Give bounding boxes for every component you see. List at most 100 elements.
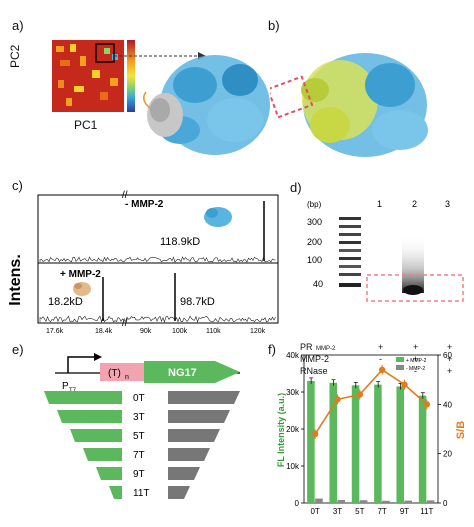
sb-point-5T bbox=[356, 391, 364, 398]
panel-label-c: c) bbox=[12, 178, 23, 193]
cell-lane1: - bbox=[379, 354, 382, 364]
protein-structure-a bbox=[143, 55, 270, 155]
panel-c-mass-spectra: Intens. - MMP-2 118.9kD + MMP-2 18.2kD 9… bbox=[7, 190, 279, 335]
x-tick-4: 100k bbox=[172, 328, 188, 335]
y2-axis-label: S/B bbox=[455, 421, 467, 439]
spectrum-top-trace bbox=[39, 256, 276, 263]
variant-label: 11T bbox=[133, 488, 150, 499]
cell-lane2: + bbox=[413, 342, 419, 352]
ladder-100: 100 bbox=[307, 255, 322, 265]
gene-label: NG17 bbox=[168, 367, 197, 379]
cell-lane3: + bbox=[447, 354, 453, 364]
variant-green-bar bbox=[83, 448, 122, 461]
legend-swatch-plus bbox=[396, 357, 404, 362]
ladder-lane bbox=[339, 217, 361, 287]
variant-row-7T: 7T bbox=[83, 448, 210, 461]
colorbar bbox=[127, 40, 135, 112]
condition-row-mmp2: MMP-2 - + + bbox=[300, 354, 470, 366]
x-tick-5: 110k bbox=[206, 328, 221, 335]
x-tick-label: 7T bbox=[377, 507, 386, 516]
x-tick-label: 11T bbox=[420, 507, 433, 516]
sb-point-0T bbox=[311, 430, 319, 438]
spectrum-bottom-frame bbox=[37, 262, 279, 324]
variant-green-bar bbox=[57, 410, 122, 423]
condition-name: MMP-2 bbox=[300, 354, 329, 364]
lane-label-1: 1 bbox=[377, 199, 382, 209]
condition-row-pr: PR MMP-2 + + + bbox=[300, 342, 470, 354]
pca-heatmap bbox=[52, 40, 124, 112]
variant-row-3T: 3T bbox=[57, 410, 230, 423]
protein-icon-fragment bbox=[73, 282, 91, 296]
sb-line bbox=[314, 368, 428, 435]
bar-minus-9T bbox=[404, 500, 413, 503]
bar-plus-7T bbox=[374, 384, 382, 503]
cell-lane2: - bbox=[414, 366, 417, 376]
selection-box bbox=[95, 43, 115, 63]
bar-minus-3T bbox=[337, 500, 346, 503]
variant-gray-bar bbox=[168, 410, 230, 423]
variant-green-bar bbox=[96, 467, 122, 480]
variant-gray-bar bbox=[168, 448, 210, 461]
y-axis-label: FL Intensity (a.u.) bbox=[276, 393, 286, 467]
bottom-peak-label-2: 98.7kD bbox=[180, 296, 215, 308]
variant-green-bar bbox=[70, 429, 122, 442]
x-tick-2: 18.4k bbox=[95, 328, 113, 335]
condition-subscript: MMP-2 bbox=[316, 346, 336, 352]
chart-frame bbox=[303, 354, 439, 504]
gel-unit-label: (bp) bbox=[307, 200, 322, 209]
cell-lane3: + bbox=[447, 342, 453, 352]
protein-structure-b bbox=[301, 53, 428, 157]
pc1-axis-label: PC1 bbox=[74, 118, 98, 132]
panel-label-b: b) bbox=[268, 18, 280, 33]
cell-lane1: + bbox=[378, 342, 384, 352]
bar-minus-11T bbox=[426, 500, 435, 503]
spectrum-bottom-trace bbox=[39, 315, 276, 324]
legend-swatch-minus bbox=[396, 365, 404, 370]
sb-point-11T bbox=[423, 401, 431, 408]
intensity-axis-label: Intens. bbox=[7, 254, 24, 306]
ladder-40: 40 bbox=[313, 279, 323, 289]
panel-a-figure bbox=[52, 40, 270, 155]
bar-minus-0T bbox=[315, 498, 323, 503]
bar-plus-11T bbox=[418, 395, 427, 503]
y-tick-label: 40k bbox=[286, 351, 300, 360]
panel-d-gel: (bp) 300 200 100 40 1 2 3 bbox=[307, 199, 464, 302]
bar-plus-0T bbox=[307, 380, 315, 503]
insert-label: (T) bbox=[108, 368, 121, 379]
top-condition-label: - MMP-2 bbox=[125, 199, 164, 210]
y2-tick-label: 20 bbox=[443, 450, 452, 459]
variant-row-5T: 5T bbox=[70, 429, 220, 442]
lane-2-band bbox=[403, 285, 423, 295]
insert-subscript: n bbox=[125, 374, 129, 381]
y-tick-label: 0 bbox=[295, 499, 300, 508]
x-tick-3: 90k bbox=[140, 328, 152, 335]
variant-green-bar bbox=[109, 486, 122, 499]
top-peak-label: 118.9kD bbox=[160, 236, 200, 248]
legend-label-plus: + MMP-2 bbox=[406, 358, 427, 364]
axis-break-top: // bbox=[122, 190, 128, 201]
bar-plus-3T bbox=[329, 382, 337, 503]
bar-plus-5T bbox=[351, 385, 360, 503]
bottom-condition-label: + MMP-2 bbox=[60, 269, 101, 280]
variant-gray-bar bbox=[168, 391, 240, 404]
x-tick-label: 5T bbox=[355, 507, 364, 516]
variant-label: 5T bbox=[133, 431, 145, 442]
ladder-300: 300 bbox=[307, 217, 322, 227]
cell-lane2: + bbox=[413, 354, 419, 364]
bottom-peak-label-1: 18.2kD bbox=[48, 296, 83, 308]
variant-green-bar bbox=[44, 391, 122, 404]
y-tick-label: 30k bbox=[286, 388, 300, 397]
variant-gray-bar bbox=[168, 486, 190, 499]
condition-name: PR bbox=[300, 342, 313, 352]
lane-label-2: 2 bbox=[412, 199, 417, 209]
variant-gray-bar bbox=[168, 467, 200, 480]
bar-minus-5T bbox=[359, 500, 368, 503]
variant-row-11T: 11T bbox=[109, 486, 190, 499]
chart-axes: 0 10k 20k 30k 40k 0 20 40 60 bbox=[286, 351, 452, 508]
cell-lane3: + bbox=[447, 366, 453, 376]
chart-bars: 0T 3T 5T 7T 9T 11T bbox=[307, 377, 435, 516]
lane-label-3: 3 bbox=[445, 199, 450, 209]
bar-plus-9T bbox=[396, 386, 404, 503]
x-tick-6: 120k bbox=[250, 328, 266, 335]
